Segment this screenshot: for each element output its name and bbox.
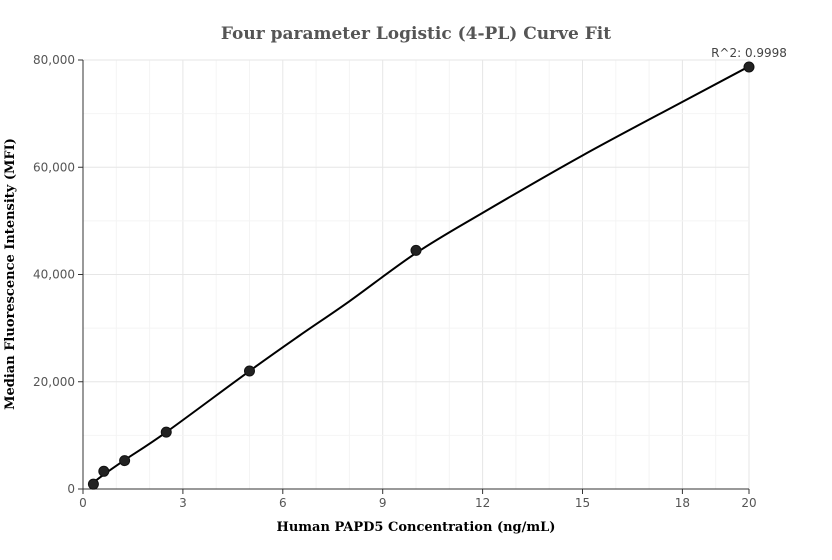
x-tick-label: 12 (475, 496, 490, 510)
data-points (87, 61, 755, 490)
x-axis-title: Human PAPD5 Concentration (ng/mL) (277, 520, 556, 535)
x-tick-label: 0 (79, 496, 87, 510)
y-axis-ticks: 0 20,000 40,000 60,000 80,000 (33, 53, 83, 496)
data-point[interactable] (98, 465, 110, 477)
data-point[interactable] (160, 426, 172, 438)
x-tick-label: 3 (179, 496, 187, 510)
y-tick-label: 20,000 (33, 375, 75, 389)
y-tick-label: 60,000 (33, 160, 75, 174)
x-tick-label: 20 (741, 496, 756, 510)
y-tick-label: 40,000 (33, 268, 75, 282)
y-axis-title: Median Fluorescence Intensity (MFI) (3, 138, 18, 410)
x-tick-label: 18 (675, 496, 690, 510)
data-point[interactable] (119, 455, 131, 467)
data-point[interactable] (410, 244, 422, 256)
x-tick-label: 6 (279, 496, 287, 510)
y-tick-label: 80,000 (33, 53, 75, 67)
data-point[interactable] (244, 365, 255, 377)
x-tick-label: 9 (379, 496, 387, 510)
chart-title: Four parameter Logistic (4-PL) Curve Fit (221, 24, 611, 44)
grid (83, 59, 750, 489)
data-point[interactable] (87, 478, 99, 490)
data-point[interactable] (743, 61, 755, 73)
x-tick-label: 15 (575, 496, 590, 510)
x-axis-ticks: 0 3 6 9 12 15 18 20 (79, 489, 757, 510)
y-tick-label: 0 (67, 482, 75, 496)
r-squared-annotation: R^2: 0.9998 (711, 46, 787, 60)
